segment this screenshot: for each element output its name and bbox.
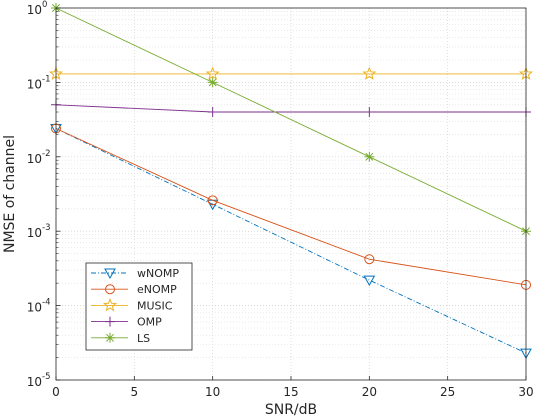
- legend-marker: [104, 268, 116, 280]
- legend-item: wNOMP: [91, 267, 179, 280]
- x-tick-label: 20: [362, 385, 377, 399]
- y-tick-exponent: 0: [42, 0, 47, 10]
- legend: wNOMP eNOMP MUSIC OMP LS: [85, 262, 193, 351]
- y-tick-label: 10: [27, 226, 42, 240]
- legend-item: eNOMP: [91, 283, 177, 296]
- x-tick-label: 15: [283, 385, 298, 399]
- data-point-music: [362, 66, 377, 80]
- x-axis-label: SNR/dB: [265, 402, 317, 418]
- y-tick-label: 10: [27, 77, 42, 91]
- series-group: [48, 3, 534, 360]
- series-line-omp: [55, 104, 526, 113]
- data-point-music: [205, 66, 220, 80]
- legend-item: MUSIC: [91, 298, 173, 312]
- series-line-ls: [55, 7, 527, 232]
- y-tick-exponent: -3: [42, 223, 50, 233]
- y-tick-exponent: -4: [42, 298, 50, 308]
- legend-label: LS: [137, 332, 150, 345]
- legend-item: LS: [91, 332, 150, 345]
- y-tick-label: 10: [27, 152, 42, 166]
- x-tick-label: 25: [440, 385, 455, 399]
- legend-marker: [102, 298, 118, 312]
- x-tick-label: 5: [131, 385, 139, 399]
- series-line-wnomp: [55, 128, 527, 354]
- x-tick-label: 0: [52, 385, 60, 399]
- data-point-omp: [364, 107, 375, 118]
- legend-label: eNOMP: [137, 283, 177, 296]
- y-tick-label: 10: [27, 301, 42, 315]
- y-tick-exponent: -2: [42, 149, 50, 159]
- x-tick-label: 30: [518, 385, 533, 399]
- data-point-enomp: [207, 195, 218, 206]
- legend-box: [85, 262, 193, 351]
- y-tick-exponent: -5: [42, 372, 50, 382]
- series-line-enomp: [55, 128, 527, 286]
- legend-marker: [105, 284, 115, 295]
- legend-marker: [105, 332, 115, 343]
- y-axis-label: NMSE of channel: [2, 135, 18, 253]
- legend-item: OMP: [91, 316, 162, 329]
- data-point-ls: [207, 77, 218, 88]
- legend-marker: [105, 316, 115, 327]
- legend-label: MUSIC: [137, 299, 173, 312]
- y-tick-label: 10: [27, 375, 42, 389]
- data-point-wnomp: [363, 275, 376, 287]
- y-tick-label: 10: [27, 3, 42, 17]
- legend-label: OMP: [137, 316, 162, 329]
- x-tick-label: 10: [205, 385, 220, 399]
- data-point-enomp: [364, 254, 375, 265]
- data-point-ls: [364, 151, 375, 162]
- data-point-omp: [207, 107, 218, 118]
- legend-label: wNOMP: [137, 267, 179, 280]
- y-tick-exponent: -1: [42, 74, 50, 84]
